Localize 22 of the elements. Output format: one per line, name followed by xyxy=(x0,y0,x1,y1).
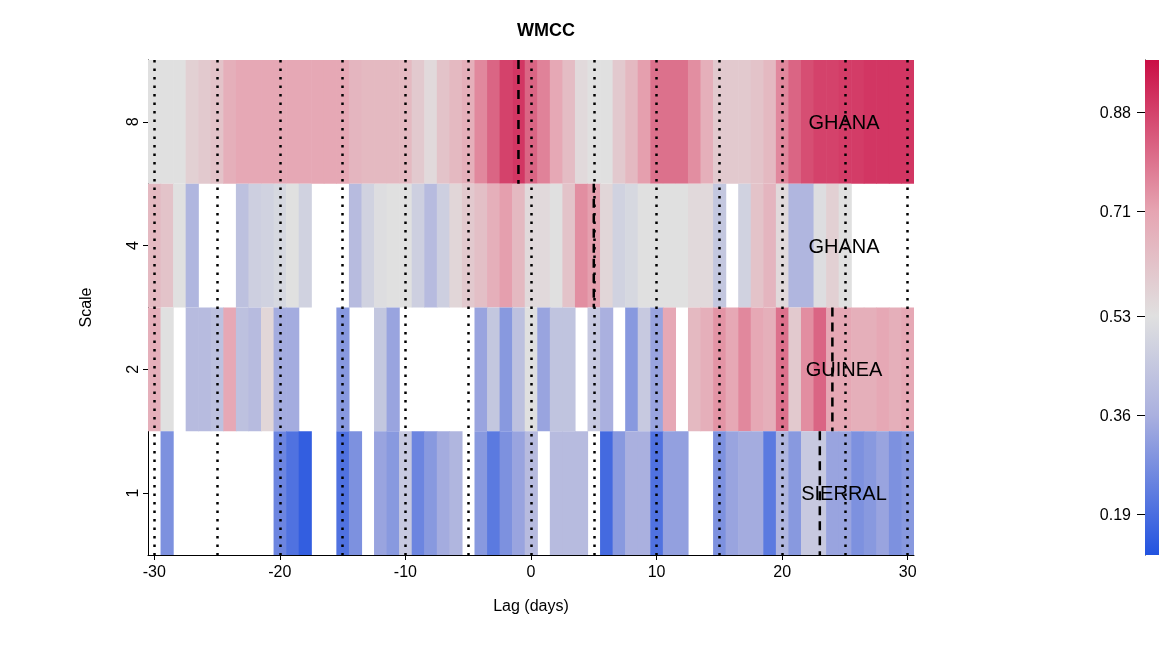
x-tick-label: 10 xyxy=(647,562,666,580)
color-bar-label: 0.88 xyxy=(1099,103,1132,121)
color-bar-label: 0.53 xyxy=(1099,307,1132,325)
x-axis-title: Lag (days) xyxy=(493,596,569,614)
chart-title: WMCC xyxy=(517,20,575,40)
color-bar-label: 0.71 xyxy=(1099,202,1132,220)
y-axis-title: Scale xyxy=(76,287,94,328)
x-tick-label: -20 xyxy=(268,562,292,580)
x-tick-label: -30 xyxy=(142,562,166,580)
annotation: SIERRAL xyxy=(801,482,887,505)
color-bar-label: 0.19 xyxy=(1099,505,1132,523)
x-tick-label: 30 xyxy=(898,562,917,580)
annotation: GHANA xyxy=(808,234,881,257)
x-tick-label: 20 xyxy=(773,562,792,580)
y-tick-label: 8 xyxy=(123,117,141,127)
color-bar-label: 0.36 xyxy=(1099,406,1132,424)
y-tick-label: 1 xyxy=(123,488,141,498)
annotation: GHANA xyxy=(808,110,881,133)
x-tick-label: -10 xyxy=(393,562,418,580)
x-tick-label: 0 xyxy=(526,562,536,580)
y-tick-label: 4 xyxy=(123,241,141,251)
y-tick-label: 2 xyxy=(123,364,141,374)
